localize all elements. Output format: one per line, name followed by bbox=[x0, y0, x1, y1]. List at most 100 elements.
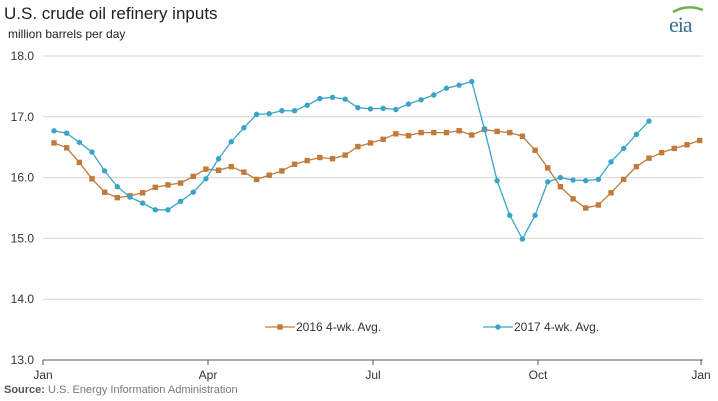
data-point bbox=[545, 179, 551, 185]
data-point bbox=[393, 131, 399, 137]
data-point bbox=[215, 167, 222, 174]
source-text: U.S. Energy Information Administration bbox=[48, 384, 238, 396]
data-point bbox=[355, 104, 361, 111]
data-point bbox=[621, 145, 627, 152]
data-point bbox=[456, 82, 462, 88]
y-axis-tick-labels: 18.0 17.0 16.0 15.0 14.0 13.0 bbox=[11, 49, 35, 367]
data-point bbox=[431, 129, 437, 136]
legend-marker bbox=[277, 324, 283, 330]
data-point bbox=[646, 118, 652, 124]
data-point bbox=[481, 126, 488, 132]
data-point bbox=[519, 133, 526, 139]
data-point bbox=[405, 101, 412, 107]
data-point bbox=[127, 194, 133, 200]
series-line bbox=[53, 80, 650, 241]
data-point bbox=[329, 156, 336, 162]
data-point bbox=[684, 142, 690, 148]
data-point bbox=[595, 202, 602, 208]
data-point bbox=[190, 173, 196, 180]
data-point bbox=[241, 125, 247, 131]
data-point bbox=[101, 168, 108, 174]
data-point bbox=[190, 189, 196, 195]
data-point bbox=[329, 94, 336, 101]
x-tick-label: Apr bbox=[199, 368, 218, 382]
series-group bbox=[51, 78, 703, 242]
data-point bbox=[101, 189, 108, 195]
data-point bbox=[583, 205, 589, 211]
data-point bbox=[532, 147, 538, 153]
data-point bbox=[203, 166, 209, 172]
data-point bbox=[304, 102, 310, 108]
data-point bbox=[76, 139, 83, 146]
data-point bbox=[595, 176, 602, 183]
data-point bbox=[63, 145, 70, 151]
data-point bbox=[443, 85, 450, 91]
data-point bbox=[646, 155, 652, 161]
data-point bbox=[152, 207, 158, 213]
data-point bbox=[494, 177, 500, 184]
data-point bbox=[304, 157, 310, 164]
logo-wordmark: eia bbox=[669, 12, 693, 37]
data-point bbox=[342, 152, 348, 158]
data-point bbox=[63, 130, 70, 136]
series-2017 bbox=[51, 78, 652, 242]
data-point bbox=[456, 128, 462, 134]
data-point bbox=[418, 97, 424, 103]
data-point bbox=[608, 190, 614, 196]
data-point bbox=[431, 92, 437, 98]
data-point bbox=[469, 78, 475, 85]
data-point bbox=[165, 182, 171, 188]
y-tick-label: 14.0 bbox=[11, 292, 35, 306]
data-point bbox=[380, 136, 386, 142]
data-point bbox=[215, 156, 222, 162]
legend-label: 2017 4-wk. Avg. bbox=[514, 320, 599, 334]
x-tick-label: Oct bbox=[529, 368, 548, 382]
data-point bbox=[633, 163, 640, 170]
data-point bbox=[405, 132, 412, 139]
data-point bbox=[570, 177, 576, 183]
x-axis bbox=[42, 359, 703, 365]
x-axis-tick-labels: Jan Apr Jul Oct Jan bbox=[33, 368, 710, 382]
data-point bbox=[228, 163, 234, 170]
data-point bbox=[241, 169, 247, 175]
series-line bbox=[53, 128, 700, 209]
source-label: Source: bbox=[4, 384, 45, 396]
eia-logo: eia bbox=[663, 4, 709, 38]
data-point bbox=[696, 137, 703, 144]
chart-subtitle: million barrels per day bbox=[8, 27, 126, 41]
data-point bbox=[367, 106, 374, 112]
data-point bbox=[608, 159, 614, 165]
legend: 2016 4-wk. Avg. 2017 4-wk. Avg. bbox=[265, 320, 599, 334]
data-point bbox=[633, 131, 640, 138]
data-point bbox=[557, 184, 564, 190]
data-point bbox=[291, 161, 298, 167]
data-point bbox=[114, 184, 121, 190]
data-point bbox=[253, 176, 260, 183]
gridlines bbox=[43, 55, 703, 300]
data-point bbox=[367, 140, 374, 146]
data-point bbox=[545, 165, 551, 171]
source-note: Source: U.S. Energy Information Administ… bbox=[4, 384, 238, 396]
series-2016 bbox=[51, 126, 703, 211]
data-point bbox=[443, 129, 450, 136]
data-point bbox=[342, 96, 348, 102]
chart-title: U.S. crude oil refinery inputs bbox=[4, 4, 218, 23]
x-tick-label: Jan bbox=[691, 368, 710, 382]
data-point bbox=[177, 198, 184, 205]
data-point bbox=[152, 184, 158, 191]
legend-label: 2016 4-wk. Avg. bbox=[296, 320, 381, 334]
data-point bbox=[317, 95, 323, 102]
legend-item-2016: 2016 4-wk. Avg. bbox=[265, 320, 381, 334]
y-tick-label: 17.0 bbox=[11, 110, 35, 124]
x-tick-label: Jul bbox=[365, 368, 380, 382]
data-point bbox=[89, 176, 95, 182]
data-point bbox=[355, 143, 361, 150]
data-point bbox=[51, 128, 57, 134]
data-point bbox=[380, 105, 386, 111]
data-point bbox=[469, 132, 475, 138]
y-tick-label: 16.0 bbox=[11, 171, 35, 185]
data-point bbox=[266, 111, 272, 117]
data-point bbox=[507, 129, 513, 136]
data-point bbox=[532, 212, 538, 218]
